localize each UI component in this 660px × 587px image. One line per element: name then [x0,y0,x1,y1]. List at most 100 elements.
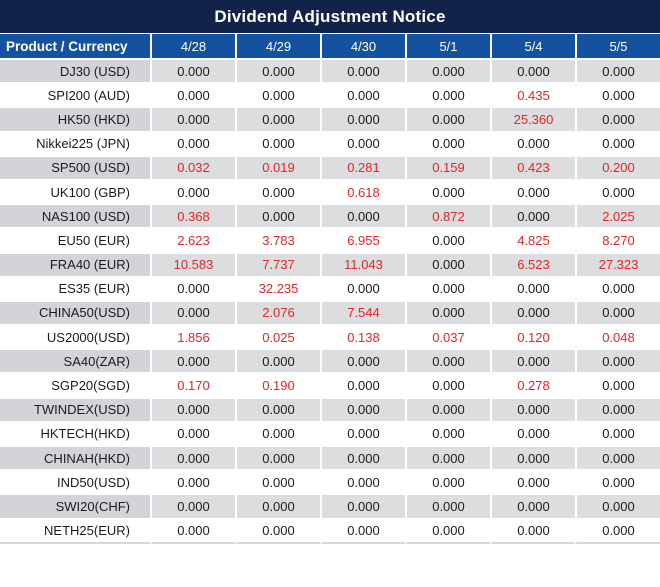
table-row: SPI200 (AUD) 0.000 0.000 0.000 0.000 0.435 0.0… [0,84,660,109]
value-cell: 0.368 [150,205,235,230]
table-row: DJ30 (USD) 0.000 0.000 0.000 0.000 0.000 0.000 [0,60,660,85]
value-cell: 0.138 [320,326,405,351]
value-cell: 0.000 [320,277,405,302]
value-cell: 0.000 [575,84,660,109]
value-cell: 0.000 [150,180,235,206]
product-currency-header: Product / Currency [0,34,150,60]
product-cell: ES35 (EUR) [0,277,150,302]
table-header-row: Product / Currency 4/28 4/29 4/30 5/1 5/4 5/5 [0,34,660,60]
value-cell: 0.000 [235,132,320,157]
value-cell: 0.000 [405,422,490,447]
value-cell: 7.544 [320,301,405,327]
product-cell: SA40(ZAR) [0,350,150,375]
value-cell: 0.120 [490,326,575,351]
value-cell: 0.000 [405,495,490,520]
table-row: NETH25(EUR) 0.000 0.000 0.000 0.000 0.000 0.00… [0,519,660,544]
product-cell: HKTECH(HKD) [0,422,150,447]
product-cell: UK100 (GBP) [0,180,150,206]
value-cell: 0.000 [490,350,575,375]
value-cell: 0.000 [405,398,490,423]
value-cell: 0.000 [490,398,575,423]
value-cell: 7.737 [235,253,320,278]
table-row: US2000(USD) 1.856 0.025 0.138 0.037 0.120 0.04… [0,326,660,351]
product-cell: Nikkei225 (JPN) [0,132,150,157]
date-header: 5/4 [490,34,575,60]
table-row: Nikkei225 (JPN) 0.000 0.000 0.000 0.000 0.000… [0,132,660,157]
value-cell: 0.000 [235,350,320,375]
value-cell: 0.000 [490,277,575,302]
value-cell: 0.000 [405,108,490,133]
value-cell: 0.000 [405,132,490,157]
value-cell: 0.000 [575,301,660,327]
value-cell: 0.000 [150,447,235,472]
value-cell: 0.000 [150,398,235,423]
date-header: 5/1 [405,34,490,60]
value-cell: 0.000 [405,301,490,327]
table-row: ES35 (EUR) 0.000 32.235 0.000 0.000 0.000 0.00… [0,277,660,302]
value-cell: 0.000 [575,471,660,496]
value-cell: 0.000 [320,132,405,157]
value-cell: 0.000 [405,180,490,206]
product-cell: HK50 (HKD) [0,108,150,133]
value-cell: 0.000 [235,205,320,230]
value-cell: 0.000 [150,132,235,157]
value-cell: 0.000 [575,350,660,375]
value-cell: 0.000 [490,422,575,447]
value-cell: 0.000 [575,374,660,399]
value-cell: 0.000 [320,108,405,133]
date-header: 4/30 [320,34,405,60]
value-cell: 0.019 [235,156,320,181]
table-row: HKTECH(HKD) 0.000 0.000 0.000 0.000 0.000 0.00… [0,422,660,447]
value-cell: 0.000 [235,398,320,423]
value-cell: 0.190 [235,374,320,399]
value-cell: 0.000 [320,471,405,496]
value-cell: 6.955 [320,229,405,254]
value-cell: 0.000 [490,60,575,85]
value-cell: 25.360 [490,108,575,133]
table-row: SGP20(SGD) 0.170 0.190 0.000 0.000 0.278 0.000 [0,374,660,399]
product-cell: EU50 (EUR) [0,229,150,254]
value-cell: 0.000 [320,84,405,109]
product-cell: SPI200 (AUD) [0,84,150,109]
value-cell: 0.000 [405,519,490,544]
table-row: IND50(USD) 0.000 0.000 0.000 0.000 0.000 0.000 [0,471,660,496]
product-cell: US2000(USD) [0,326,150,351]
value-cell: 0.000 [320,422,405,447]
value-cell: 0.000 [320,350,405,375]
table-row: HK50 (HKD) 0.000 0.000 0.000 0.000 25.360 0.00… [0,108,660,133]
table-row: EU50 (EUR) 2.623 3.783 6.955 0.000 4.825 8.270 [0,229,660,254]
value-cell: 0.281 [320,156,405,181]
value-cell: 0.000 [490,301,575,327]
value-cell: 0.000 [150,495,235,520]
value-cell: 2.623 [150,229,235,254]
product-cell: SP500 (USD) [0,156,150,181]
product-cell: SWI20(CHF) [0,495,150,520]
value-cell: 0.000 [320,60,405,85]
product-cell: FRA40 (EUR) [0,253,150,278]
page-title: Dividend Adjustment Notice [214,6,446,26]
value-cell: 0.000 [490,519,575,544]
value-cell: 27.323 [575,253,660,278]
value-cell: 0.000 [235,495,320,520]
value-cell: 0.278 [490,374,575,399]
table-row: CHINA50(USD) 0.000 2.076 7.544 0.000 0.000 0.0… [0,301,660,327]
value-cell: 0.000 [575,447,660,472]
value-cell: 2.025 [575,205,660,230]
value-cell: 0.872 [405,205,490,230]
value-cell: 0.000 [405,447,490,472]
value-cell: 0.000 [490,495,575,520]
value-cell: 10.583 [150,253,235,278]
value-cell: 0.000 [490,132,575,157]
value-cell: 0.000 [575,108,660,133]
value-cell: 0.000 [405,60,490,85]
value-cell: 0.000 [575,398,660,423]
value-cell: 0.000 [235,471,320,496]
value-cell: 0.000 [405,471,490,496]
date-header: 4/28 [150,34,235,60]
value-cell: 0.000 [320,398,405,423]
value-cell: 0.000 [405,277,490,302]
value-cell: 1.856 [150,326,235,351]
value-cell: 0.000 [575,60,660,85]
value-cell: 0.000 [235,519,320,544]
value-cell: 0.170 [150,374,235,399]
